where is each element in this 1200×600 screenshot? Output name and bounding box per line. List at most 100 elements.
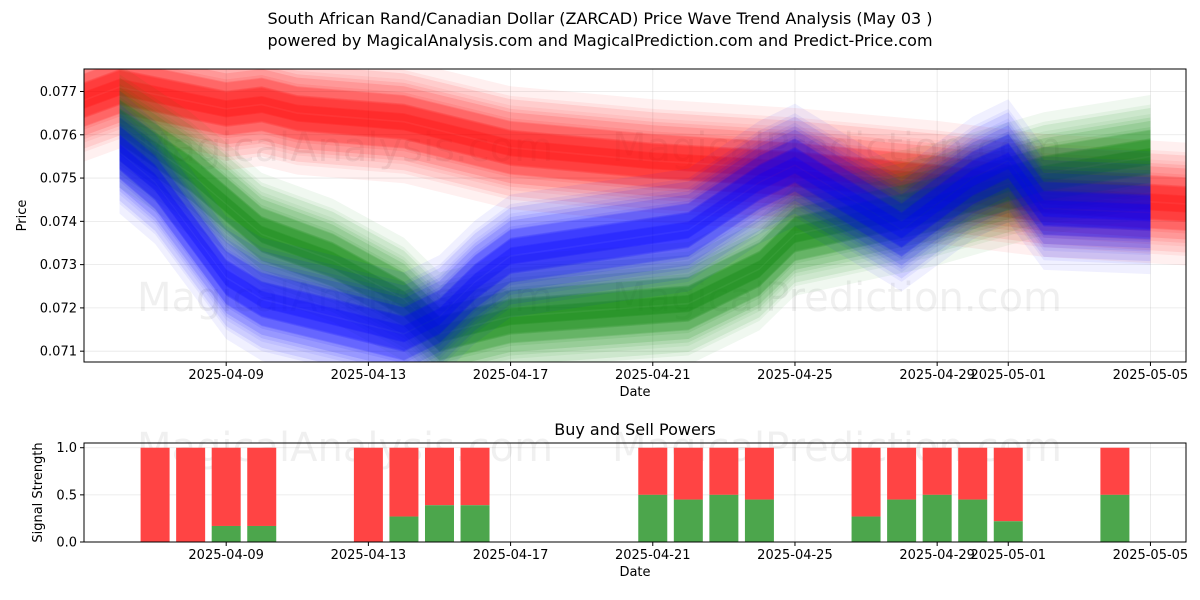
red-wave-band bbox=[84, 69, 1186, 243]
green-wave-band bbox=[119, 87, 1151, 362]
red-wave-band bbox=[84, 69, 1186, 256]
y-axis-label: Signal Strength bbox=[31, 442, 46, 542]
x-tick-label: 2025-04-29 bbox=[899, 548, 975, 563]
y-tick-label: 0.5 bbox=[56, 488, 77, 503]
green-wave-band bbox=[119, 74, 1151, 362]
x-tick-label: 2025-04-21 bbox=[615, 548, 691, 563]
y-tick-label: 0.075 bbox=[40, 172, 77, 187]
x-tick-label: 2025-04-13 bbox=[331, 368, 407, 383]
sell-power-bar bbox=[140, 447, 170, 542]
sell-power-bar bbox=[673, 447, 703, 500]
green-wave-band bbox=[119, 77, 1151, 362]
series-red bbox=[84, 69, 1186, 266]
buy-power-bar bbox=[460, 505, 490, 542]
sell-power-bar bbox=[638, 447, 668, 495]
buy-power-bar bbox=[709, 494, 739, 542]
signal-axes-frame bbox=[83, 442, 1187, 543]
sell-power-bar bbox=[353, 447, 383, 542]
y-tick-label: 0.072 bbox=[40, 301, 77, 316]
red-wave-band bbox=[84, 70, 1186, 240]
buy-power-bar bbox=[211, 525, 241, 542]
blue-wave-band bbox=[119, 90, 1151, 362]
blue-wave-band bbox=[119, 113, 1151, 362]
blue-wave-band bbox=[119, 135, 1151, 362]
y-axis-label: Price bbox=[15, 200, 30, 232]
blue-wave-band bbox=[119, 133, 1151, 334]
x-tick-label: 2025-04-25 bbox=[757, 548, 833, 563]
red-wave-band bbox=[84, 69, 1186, 247]
sell-power-bar bbox=[211, 447, 241, 526]
y-tick-label: 0.077 bbox=[40, 85, 77, 100]
x-tick-label: 2025-04-17 bbox=[473, 548, 549, 563]
series-blue bbox=[119, 90, 1151, 362]
x-tick-label: 2025-05-05 bbox=[1113, 368, 1189, 383]
x-axis-label: Date bbox=[619, 385, 650, 400]
x-tick-label: 2025-05-01 bbox=[970, 368, 1046, 383]
x-tick-label: 2025-05-01 bbox=[970, 548, 1046, 563]
green-wave-band bbox=[119, 100, 1151, 360]
sell-power-bar bbox=[247, 447, 277, 526]
green-wave-band bbox=[119, 96, 1151, 362]
buy-power-bar bbox=[638, 494, 668, 542]
sell-power-bar bbox=[958, 447, 988, 500]
buy-power-bar bbox=[922, 494, 952, 542]
sell-power-bar bbox=[389, 447, 419, 517]
red-wave-band bbox=[84, 69, 1186, 230]
green-wave-band bbox=[119, 109, 1151, 362]
x-tick-label: 2025-04-17 bbox=[473, 368, 549, 383]
buy-power-bar bbox=[744, 499, 774, 542]
blue-wave-band bbox=[119, 109, 1151, 362]
sell-power-bar bbox=[460, 447, 490, 506]
chart-subtitle: powered by MagicalAnalysis.com and Magic… bbox=[267, 31, 933, 50]
x-axis-label: Date bbox=[619, 565, 650, 580]
red-wave-band bbox=[84, 69, 1186, 204]
green-wave-band bbox=[119, 83, 1151, 362]
red-wave-band bbox=[84, 69, 1186, 212]
buy-power-bar bbox=[993, 521, 1023, 542]
blue-wave-band bbox=[119, 152, 1151, 353]
green-wave-band bbox=[119, 126, 1151, 353]
green-wave-band bbox=[119, 90, 1151, 351]
blue-wave-band bbox=[119, 100, 1151, 362]
signal-data-layer bbox=[140, 447, 1130, 542]
buy-power-bar bbox=[389, 516, 419, 542]
y-tick-label: 0.071 bbox=[40, 345, 77, 360]
blue-wave-band bbox=[119, 144, 1151, 361]
red-wave-band bbox=[84, 69, 1186, 266]
series-green bbox=[119, 69, 1151, 362]
y-tick-label: 0.074 bbox=[40, 215, 77, 230]
green-wave-band bbox=[119, 69, 1151, 362]
sell-power-bar bbox=[851, 447, 881, 517]
sell-power-bar bbox=[744, 447, 774, 500]
watermark-text: MagicalPrediction.com bbox=[612, 275, 1062, 321]
buy-power-bar bbox=[851, 516, 881, 542]
buy-power-bar bbox=[673, 499, 703, 542]
price-data-layer bbox=[84, 69, 1186, 362]
watermark-text: MagicalAnalysis.com bbox=[137, 275, 553, 321]
sell-power-bar bbox=[424, 447, 454, 506]
blue-wave-band bbox=[119, 116, 1151, 351]
sell-power-bar bbox=[922, 447, 952, 495]
red-wave-band bbox=[84, 69, 1186, 253]
red-wave-band bbox=[84, 69, 1186, 221]
blue-wave-band bbox=[119, 134, 1151, 352]
blue-wave-band bbox=[119, 143, 1151, 343]
blue-wave-band bbox=[119, 125, 1151, 342]
sell-power-bar bbox=[1100, 447, 1130, 495]
y-tick-label: 0.076 bbox=[40, 128, 77, 143]
y-tick-label: 0.0 bbox=[56, 536, 77, 551]
x-tick-label: 2025-04-25 bbox=[757, 368, 833, 383]
green-wave-band bbox=[119, 117, 1151, 343]
red-wave-band bbox=[84, 78, 1186, 213]
x-tick-label: 2025-05-05 bbox=[1113, 548, 1189, 563]
x-tick-label: 2025-04-29 bbox=[899, 368, 975, 383]
sell-power-bar bbox=[709, 447, 739, 495]
buy-power-bar bbox=[424, 505, 454, 542]
chart-title: South African Rand/Canadian Dollar (ZARC… bbox=[267, 9, 933, 28]
blue-wave-band bbox=[119, 103, 1151, 362]
green-wave-band bbox=[119, 99, 1151, 342]
green-wave-band bbox=[119, 107, 1151, 334]
red-wave-band bbox=[84, 69, 1186, 234]
